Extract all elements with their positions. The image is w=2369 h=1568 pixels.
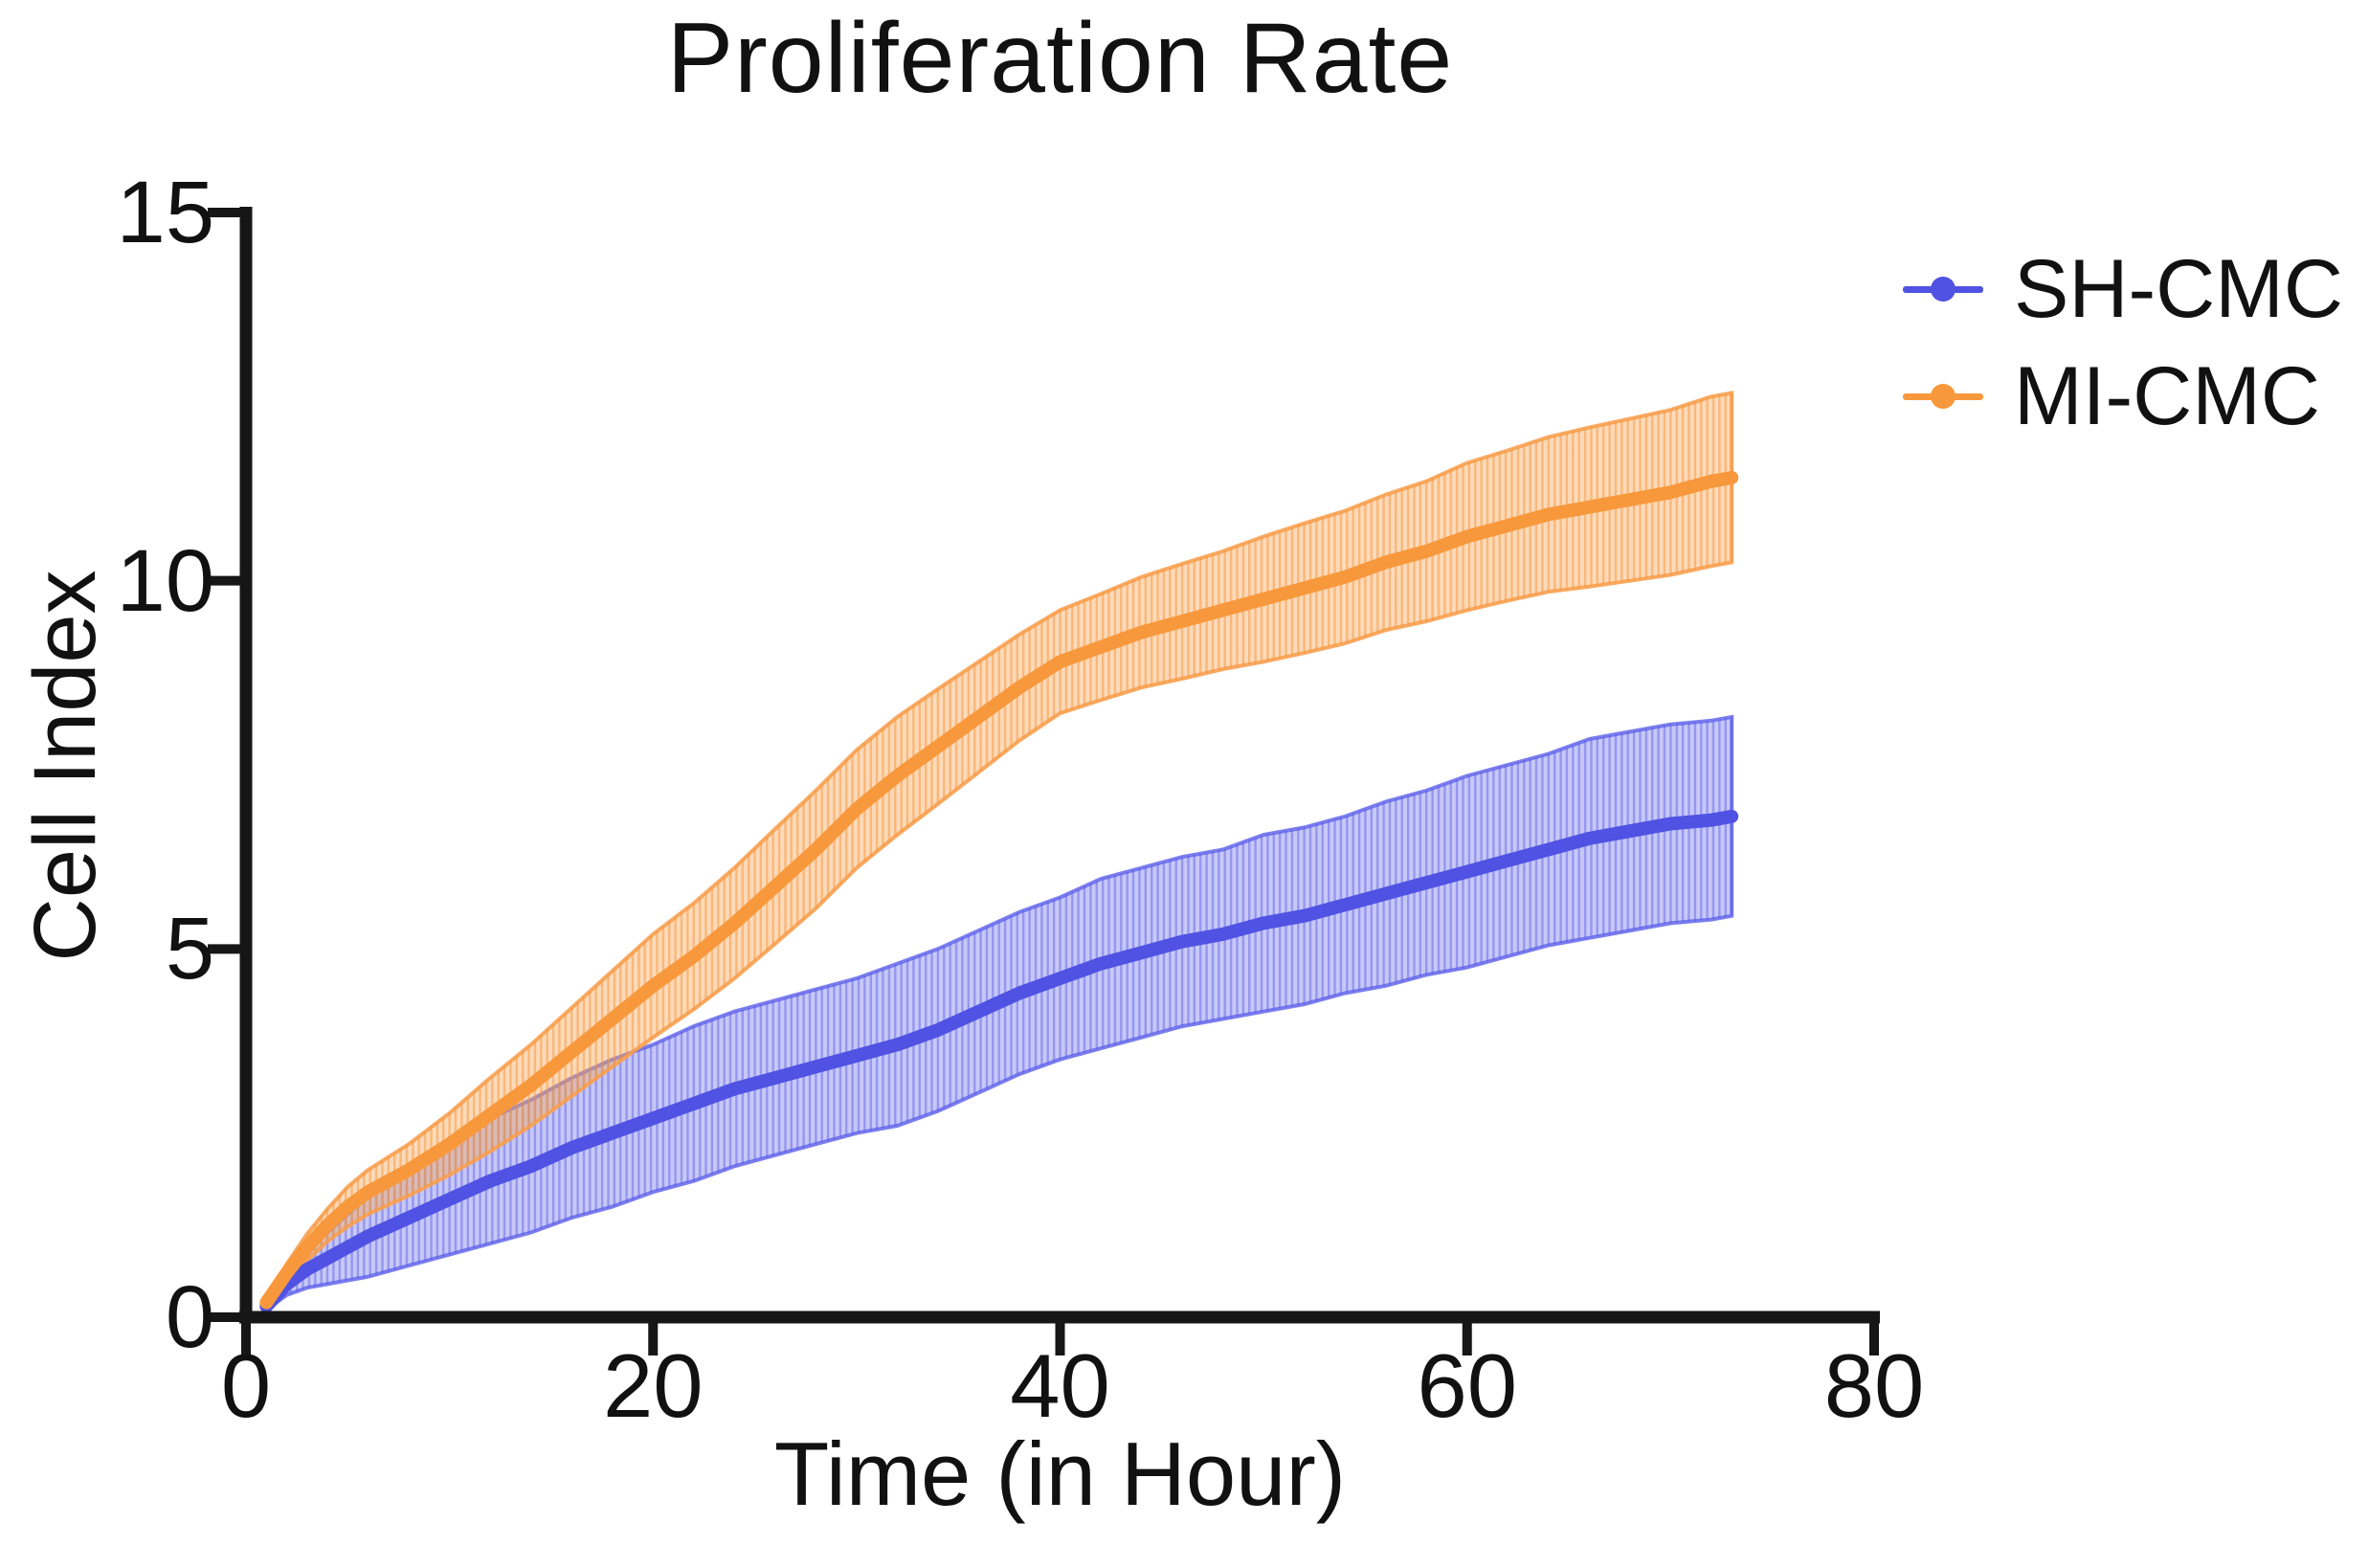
series-line: [259, 809, 1739, 1313]
legend-label-mi-cmc: MI-CMC: [2014, 349, 2321, 442]
sh-cmc-dot-icon: [1931, 277, 1956, 302]
y-tick-label: 0: [165, 1268, 214, 1366]
legend-item-sh-cmc: SH-CMC: [1903, 235, 2362, 343]
y-tick-label: 10: [116, 531, 214, 630]
legend-label-sh-cmc: SH-CMC: [2014, 242, 2343, 335]
x-tick-label: 40: [1010, 1335, 1110, 1436]
mi-cmc-dot-icon: [1931, 384, 1956, 409]
legend-item-mi-cmc: MI-CMC: [1903, 343, 2362, 450]
chart-title: Proliferation Rate: [666, 3, 1454, 114]
x-axis-label: Time (in Hour): [773, 1423, 1347, 1524]
y-tick-label: 5: [165, 900, 214, 998]
x-tick-label: 20: [602, 1335, 704, 1436]
y-tick-label: 15: [116, 164, 214, 261]
sh-cmc-line-marker-icon: [1903, 277, 1983, 302]
error-band: [264, 714, 1734, 1314]
x-tick-label: 0: [220, 1335, 272, 1436]
legend: SH-CMC MI-CMC: [1903, 235, 2362, 450]
series-line: [259, 471, 1739, 1310]
mi-cmc-line-marker-icon: [1903, 384, 1983, 409]
error-bar-stripes: [265, 717, 1733, 1310]
x-tick-label: 60: [1417, 1335, 1518, 1436]
x-tick-label: 80: [1823, 1335, 1925, 1436]
